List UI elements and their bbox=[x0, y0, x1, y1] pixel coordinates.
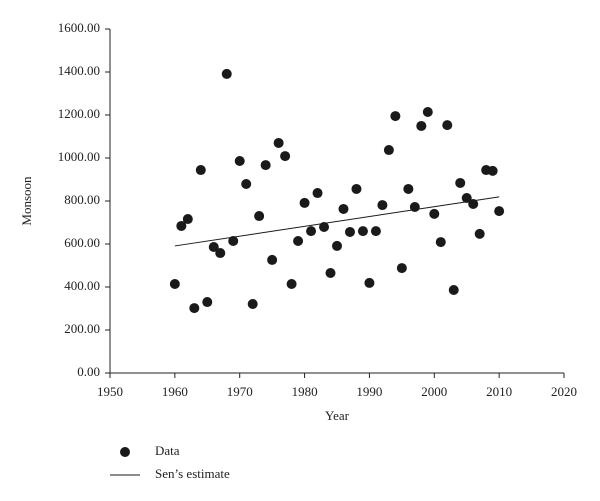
data-point bbox=[448, 285, 459, 296]
data-point bbox=[370, 226, 381, 237]
data-point bbox=[280, 151, 291, 162]
data-point bbox=[208, 242, 219, 253]
data-point bbox=[312, 188, 323, 199]
x-tick-label: 2020 bbox=[551, 384, 577, 399]
data-point bbox=[442, 120, 453, 131]
x-tick-label: 1950 bbox=[97, 384, 123, 399]
data-point bbox=[215, 248, 226, 259]
x-tick-label: 1990 bbox=[356, 384, 382, 399]
data-point bbox=[364, 277, 375, 288]
trend-line bbox=[174, 196, 500, 247]
data-point bbox=[247, 298, 258, 309]
data-point bbox=[254, 211, 265, 222]
y-tick-label: 200.00 bbox=[64, 321, 100, 336]
data-point bbox=[474, 228, 485, 239]
data-point bbox=[221, 68, 232, 79]
y-tick-label: 600.00 bbox=[64, 235, 100, 250]
x-tick-label: 2010 bbox=[486, 384, 512, 399]
data-point bbox=[286, 278, 297, 289]
data-point bbox=[182, 214, 193, 225]
y-tick-label: 0.00 bbox=[77, 364, 100, 379]
data-point bbox=[176, 220, 187, 231]
x-tick-label: 1970 bbox=[227, 384, 253, 399]
data-point bbox=[319, 222, 330, 233]
data-point bbox=[344, 226, 355, 237]
data-point bbox=[461, 192, 472, 203]
data-point bbox=[351, 183, 362, 194]
data-point bbox=[494, 206, 505, 217]
data-point bbox=[202, 297, 213, 308]
data-point bbox=[390, 111, 401, 122]
data-point bbox=[228, 235, 239, 246]
x-axis-label: Year bbox=[325, 408, 350, 423]
y-tick-label: 1600.00 bbox=[58, 20, 100, 35]
data-point bbox=[169, 278, 180, 289]
data-point bbox=[455, 177, 466, 188]
data-point bbox=[195, 165, 206, 176]
data-point bbox=[377, 200, 388, 211]
data-point bbox=[429, 208, 440, 219]
y-tick-label: 400.00 bbox=[64, 278, 100, 293]
data-point bbox=[325, 268, 336, 279]
y-axis-label: Monsoon bbox=[19, 176, 34, 226]
data-point bbox=[189, 303, 200, 314]
data-point bbox=[422, 106, 433, 117]
data-point bbox=[332, 240, 342, 251]
legend-label: Sen’s estimate bbox=[155, 466, 230, 481]
data-point bbox=[416, 120, 427, 131]
legend-label: Data bbox=[155, 443, 180, 458]
data-point bbox=[260, 160, 271, 171]
y-tick-label: 1000.00 bbox=[58, 149, 100, 164]
data-point bbox=[267, 254, 278, 265]
data-point bbox=[299, 197, 310, 208]
data-point bbox=[383, 145, 394, 156]
y-tick-label: 800.00 bbox=[64, 192, 100, 207]
data-point bbox=[435, 237, 446, 248]
x-tick-label: 1960 bbox=[162, 384, 188, 399]
y-tick-label: 1200.00 bbox=[58, 106, 100, 121]
data-point bbox=[396, 263, 407, 274]
data-point bbox=[403, 183, 414, 194]
data-point bbox=[234, 156, 245, 167]
x-tick-label: 1980 bbox=[292, 384, 318, 399]
y-tick-label: 1400.00 bbox=[58, 63, 100, 78]
data-point bbox=[357, 226, 368, 237]
x-tick-label: 2000 bbox=[421, 384, 447, 399]
data-point bbox=[306, 226, 317, 237]
data-point bbox=[241, 179, 252, 190]
data-point bbox=[487, 165, 498, 176]
data-point bbox=[293, 235, 304, 246]
legend-marker bbox=[120, 447, 130, 457]
data-point bbox=[273, 137, 284, 148]
data-point bbox=[338, 203, 349, 214]
